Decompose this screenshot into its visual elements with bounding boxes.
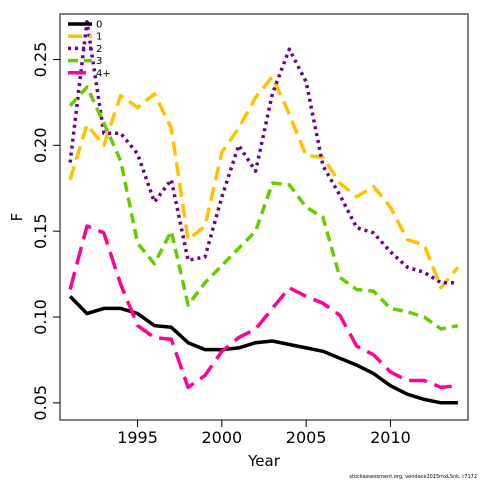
series-line-0 bbox=[68, 295, 458, 405]
y-tick-label: 0.05 bbox=[31, 385, 50, 421]
x-axis: 1995 2000 2005 2010 bbox=[117, 419, 411, 447]
x-tick-label: 2010 bbox=[370, 428, 411, 447]
series-line-1 bbox=[68, 74, 460, 290]
credit-text: stockassessment.org, vendace2015mxLSnk, … bbox=[349, 474, 477, 480]
x-tick-label: 1995 bbox=[117, 428, 158, 447]
x-tick-label: 2000 bbox=[201, 428, 242, 447]
y-tick-label: 0.25 bbox=[31, 42, 50, 78]
x-axis-title: Year bbox=[247, 452, 281, 470]
legend-label: 4+ bbox=[96, 68, 111, 79]
series-line-4 bbox=[68, 224, 459, 390]
series-line-3 bbox=[68, 85, 459, 331]
legend-label: 1 bbox=[96, 32, 102, 43]
legend-label: 2 bbox=[96, 44, 102, 55]
y-tick-label: 0.15 bbox=[31, 213, 50, 249]
series-line-2 bbox=[68, 19, 458, 285]
plot-frame bbox=[59, 13, 469, 421]
y-tick-label: 0.20 bbox=[31, 127, 50, 163]
y-axis: 0.05 0.10 0.15 0.20 0.25 bbox=[31, 42, 61, 421]
y-axis-title: F bbox=[8, 213, 26, 222]
legend-label: 0 bbox=[96, 20, 102, 31]
x-tick-label: 2005 bbox=[286, 428, 327, 447]
series-lines bbox=[68, 19, 460, 405]
legend-label: 3 bbox=[96, 56, 102, 67]
y-tick-label: 0.10 bbox=[31, 299, 50, 335]
